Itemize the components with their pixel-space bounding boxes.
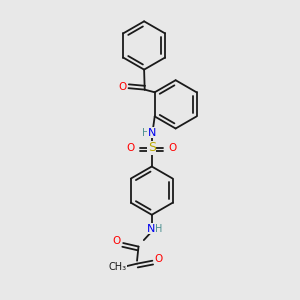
Text: O: O xyxy=(118,82,126,92)
Text: CH₃: CH₃ xyxy=(109,262,127,272)
Text: N: N xyxy=(148,128,156,138)
Text: H: H xyxy=(155,224,163,234)
Text: H: H xyxy=(142,128,150,138)
Text: O: O xyxy=(126,143,135,153)
Text: O: O xyxy=(112,236,121,246)
Text: N: N xyxy=(147,224,155,234)
Text: O: O xyxy=(169,143,177,153)
Text: S: S xyxy=(148,141,156,154)
Text: O: O xyxy=(155,254,163,264)
